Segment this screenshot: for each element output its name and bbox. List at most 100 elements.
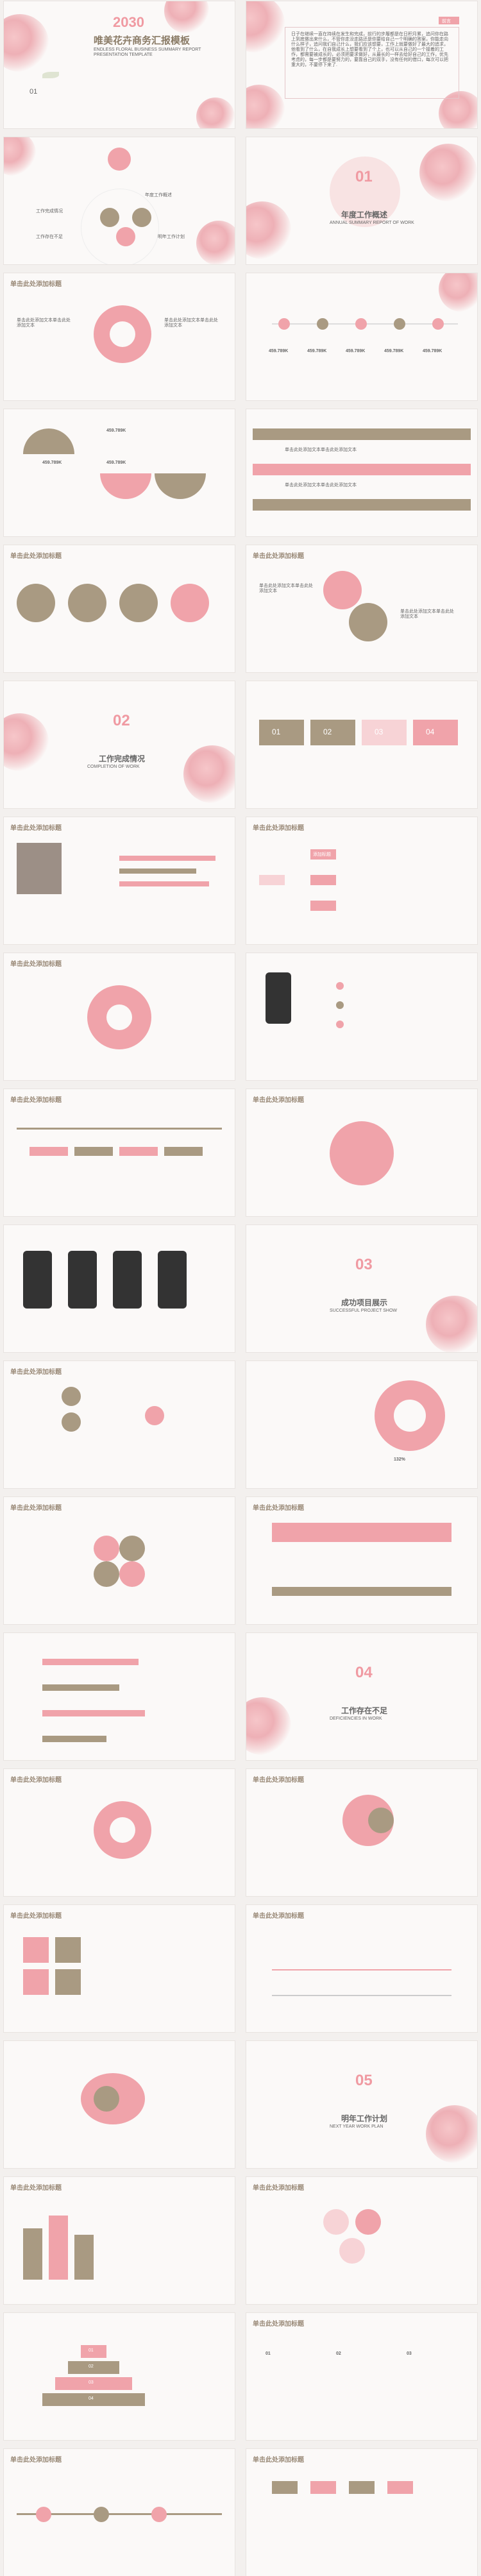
toc-label-1: 工作完成情况: [36, 209, 63, 214]
intro-slide[interactable]: 前言 日子在继续一直在持续在发生和完成，前行的步履都是在日积月累，追问你在路上到…: [246, 1, 477, 128]
icon-list-slide[interactable]: 单击此处添加标题: [4, 1361, 235, 1488]
steps-slide[interactable]: 01 02 03 04: [246, 681, 477, 808]
slide-header: 单击此处添加标题: [10, 281, 62, 288]
cover-year: 2030: [113, 14, 144, 30]
pyr-4: 04: [89, 2396, 94, 2401]
slide-header: 单击此处添加标题: [10, 1913, 62, 1920]
sec05-sub: NEXT YEAR WORK PLAN: [330, 2124, 384, 2129]
phone-slide[interactable]: [246, 953, 477, 1080]
flow-slide[interactable]: 单击此处添加标题: [4, 2449, 235, 2576]
slide-header: 单击此处添加标题: [253, 2457, 304, 2464]
intro-badge: 前言: [442, 19, 451, 24]
arrow-text-2: 单击此处添加文本单击此处添加文本: [285, 483, 357, 487]
ring-slide[interactable]: 单击此处添加标题: [4, 953, 235, 1080]
section-04-slide[interactable]: 04 工作存在不足 DEFICIENCIES IN WORK: [246, 1633, 477, 1760]
gears-slide[interactable]: 单击此处添加标题: [4, 545, 235, 672]
brain-slide[interactable]: [4, 2041, 235, 2168]
step-3: 03: [375, 727, 384, 736]
value-5: 459.789K: [423, 349, 443, 353]
section-03-slide[interactable]: 03 成功项目展示 SUCCESSFUL PROJECT SHOW: [246, 1225, 477, 1352]
sec01-num: 01: [355, 168, 373, 185]
section-01-slide[interactable]: 01 年度工作概述 ANNUAL SUMMARY REPORT OF WORK: [246, 137, 477, 264]
value-2: 459.789K: [307, 349, 327, 353]
sec04-sub: DEFICIENCIES IN WORK: [330, 1716, 382, 1721]
line-chart-slide[interactable]: 单击此处添加标题: [246, 1905, 477, 2032]
semicircle-slide[interactable]: 459.789K 459.789K 459.789K: [4, 409, 235, 536]
progress-slide[interactable]: [4, 1633, 235, 1760]
toc-label-2: 工作存在不足: [36, 235, 63, 239]
values-slide[interactable]: 459.789K 459.789K 459.789K 459.789K 459.…: [246, 273, 477, 400]
toc-label-4: 年度工作概述: [145, 193, 172, 198]
slide-header: 单击此处添加标题: [253, 1505, 304, 1512]
hex-text-2: 单击此处添加文本单击此处添加文本: [164, 318, 218, 328]
pyr-1: 01: [89, 2348, 94, 2353]
num-2: 02: [336, 2351, 341, 2356]
percent: 132%: [394, 1457, 405, 1462]
timeline-slide[interactable]: 单击此处添加标题: [4, 1089, 235, 1216]
profile-slide[interactable]: 单击此处添加标题: [4, 817, 235, 944]
hexagons-slide[interactable]: 单击此处添加标题: [246, 2177, 477, 2304]
slide-header: 单击此处添加标题: [10, 1097, 62, 1104]
cover-num: 01: [30, 88, 38, 96]
circle-cluster-slide[interactable]: 单击此处添加标题: [4, 1497, 235, 1624]
numbered-slide[interactable]: 单击此处添加标题 01 02 03: [246, 2313, 477, 2440]
intro-body: 日子在继续一直在持续在发生和完成，前行的步履都是在日积月累，追问你在路上到底做出…: [291, 32, 448, 67]
semi-value-2: 459.789K: [42, 461, 62, 465]
slide-header: 单击此处添加标题: [10, 1777, 62, 1784]
slide-header: 单击此处添加标题: [10, 1369, 62, 1376]
big-gear-slide[interactable]: 单击此处添加标题: [246, 1089, 477, 1216]
triangles-slide[interactable]: 单击此处添加标题: [246, 1497, 477, 1624]
pyramid-slide[interactable]: 01 02 03 04: [4, 2313, 235, 2440]
sec03-sub: SUCCESSFUL PROJECT SHOW: [330, 1309, 398, 1313]
sec04-title: 工作存在不足: [341, 1706, 388, 1715]
slide-header: 单击此处添加标题: [10, 961, 62, 968]
sec03-num: 03: [355, 1256, 373, 1273]
num-1: 01: [266, 2351, 271, 2356]
gear-text-2: 单击此处添加文本单击此处添加文本: [400, 609, 454, 619]
sec04-num: 04: [355, 1664, 373, 1681]
arrows-slide[interactable]: 单击此处添加文本单击此处添加文本 单击此处添加文本单击此处添加文本: [246, 409, 477, 536]
slide-header: 单击此处添加标题: [253, 1097, 304, 1104]
slide-header: 单击此处添加标题: [253, 2185, 304, 2192]
value-3: 459.789K: [346, 349, 366, 353]
cover-slide[interactable]: 2030 唯美花卉商务汇报模板 ENDLESS FLORAL BUSINESS …: [4, 1, 235, 128]
num-3: 03: [407, 2351, 412, 2356]
cover-subtitle: ENDLESS FLORAL BUSINESS SUMMARY REPORT P…: [94, 47, 201, 57]
hex-ring-slide[interactable]: 单击此处添加标题: [4, 1769, 235, 1896]
people-chart-slide[interactable]: 132%: [246, 1361, 477, 1488]
label-boxes-slide[interactable]: 单击此处添加标题 添加标题: [246, 817, 477, 944]
toc-label-3: 明年工作计划: [158, 235, 185, 239]
slide-header: 单击此处添加标题: [10, 2457, 62, 2464]
semi-value-3: 459.789K: [106, 461, 126, 465]
slide-header: 单击此处添加标题: [10, 553, 62, 560]
hexagon-slide[interactable]: 单击此处添加标题 单击此处添加文本单击此处添加文本 单击此处添加文本单击此处添加…: [4, 273, 235, 400]
sec05-title: 明年工作计划: [341, 2114, 388, 2123]
sec02-title: 工作完成情况: [99, 754, 146, 763]
fill-label-1: 添加标题: [313, 852, 331, 857]
section-05-slide[interactable]: 05 明年工作计划 NEXT YEAR WORK PLAN: [246, 2041, 477, 2168]
pyr-2: 02: [89, 2364, 94, 2369]
sec03-title: 成功项目展示: [341, 1298, 388, 1307]
slide-header: 单击此处添加标题: [253, 1777, 304, 1784]
gear-pair-slide[interactable]: 单击此处添加标题 单击此处添加文本单击此处添加文本 单击此处添加文本单击此处添加…: [246, 545, 477, 672]
hex-text-1: 单击此处添加文本单击此处添加文本: [17, 318, 71, 328]
bar3d-slide[interactable]: 单击此处添加标题: [4, 2177, 235, 2304]
icons-row-slide[interactable]: 单击此处添加标题: [246, 2449, 477, 2576]
sec05-num: 05: [355, 2072, 373, 2089]
slide-header: 单击此处添加标题: [253, 1913, 304, 1920]
step-4: 04: [426, 727, 435, 736]
step-2: 02: [323, 727, 332, 736]
cubes-slide[interactable]: 单击此处添加标题: [4, 1905, 235, 2032]
slide-header: 单击此处添加标题: [253, 2321, 304, 2328]
slide-header: 单击此处添加标题: [10, 2185, 62, 2192]
toc-slide[interactable]: 工作完成情况 工作存在不足 明年工作计划 年度工作概述: [4, 137, 235, 264]
sec01-sub: ANNUAL SUMMARY REPORT OF WORK: [330, 221, 414, 225]
slide-header: 单击此处添加标题: [10, 825, 62, 832]
petals-slide[interactable]: 单击此处添加标题: [246, 1769, 477, 1896]
cover-title: 唯美花卉商务汇报模板: [94, 35, 190, 46]
phones-slide[interactable]: [4, 1225, 235, 1352]
slide-header: 单击此处添加标题: [10, 1505, 62, 1512]
section-02-slide[interactable]: 02 工作完成情况 COMPLETION OF WORK: [4, 681, 235, 808]
slide-header: 单击此处添加标题: [253, 825, 304, 832]
